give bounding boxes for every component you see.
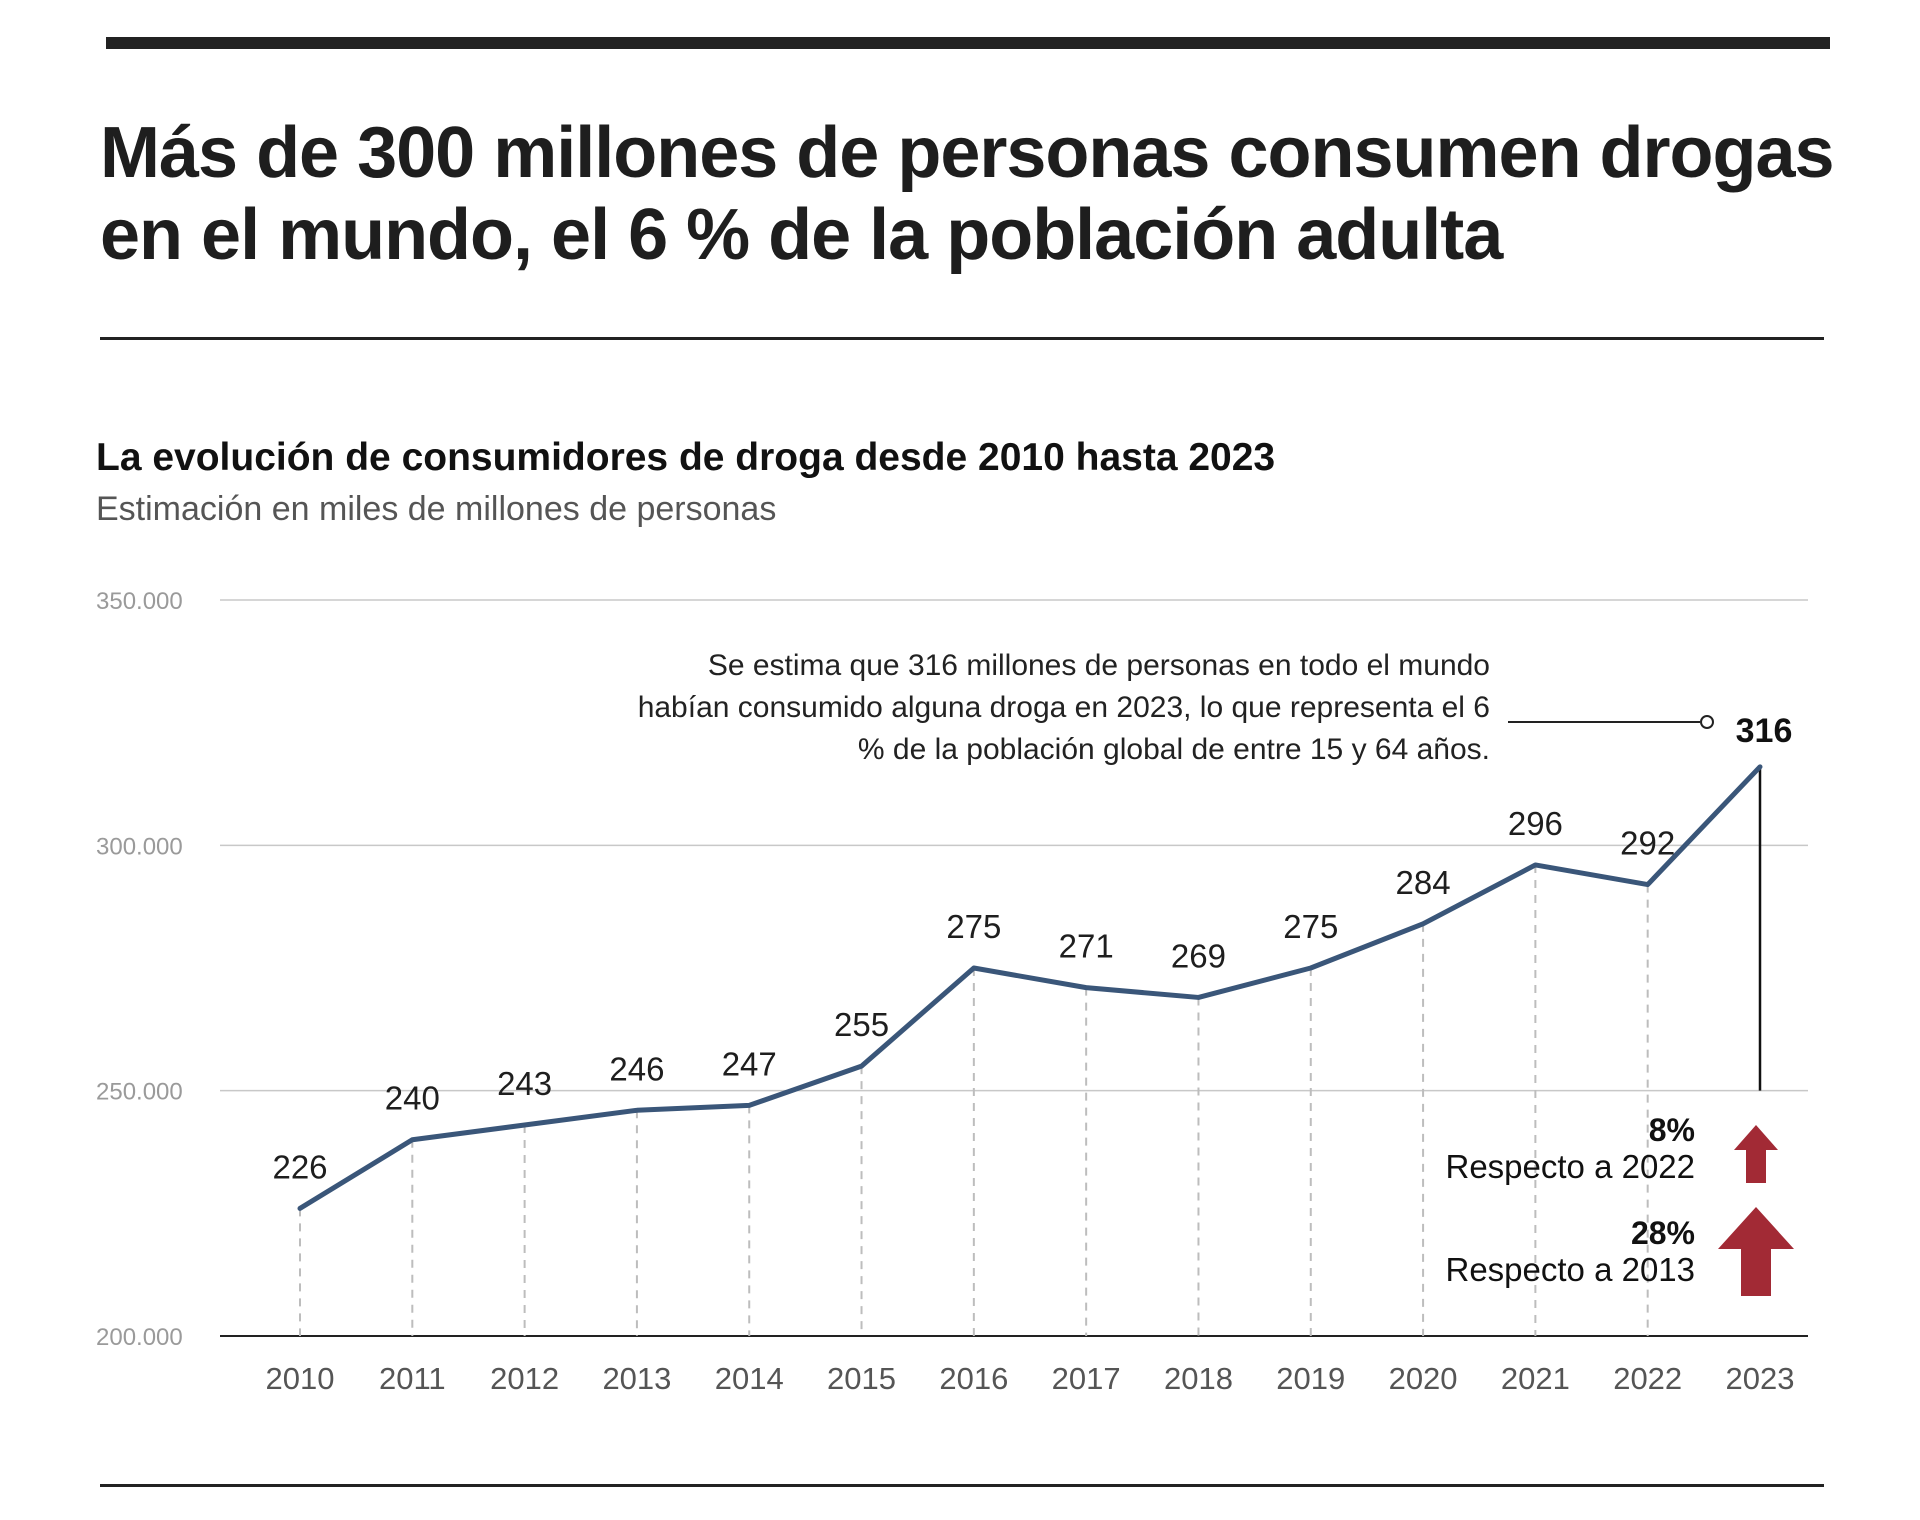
data-label: 240: [385, 1080, 440, 1117]
stat-pct: 28%: [1630, 1215, 1695, 1251]
data-label: 271: [1059, 928, 1114, 965]
x-tick-label: 2019: [1276, 1361, 1345, 1396]
x-tick-label: 2013: [602, 1361, 671, 1396]
x-tick-label: 2010: [266, 1361, 335, 1396]
x-tick-label: 2022: [1613, 1361, 1682, 1396]
stat-vs-2013: 28% Respecto a 2013: [1445, 1215, 1695, 1289]
x-tick-label: 2018: [1164, 1361, 1233, 1396]
gridlines: [220, 599, 1808, 1337]
x-tick-label: 2017: [1052, 1361, 1121, 1396]
x-tick-label: 2020: [1389, 1361, 1458, 1396]
x-tick-label: 2014: [715, 1361, 784, 1396]
chart-title: La evolución de consumidores de droga de…: [96, 436, 1276, 479]
data-label: 269: [1171, 937, 1226, 974]
callout-dot: [1700, 715, 1714, 729]
chart-subtitle: Estimación en miles de millones de perso…: [96, 490, 777, 528]
data-label: 247: [722, 1045, 777, 1082]
x-tick-label: 2011: [379, 1361, 446, 1396]
x-axis-ticks: 2010 2011 2012 2013 2014 2015 2016 2017 2018 2019…: [266, 1361, 1795, 1396]
y-tick-label: 300.000: [96, 833, 183, 860]
x-tick-label: 2021: [1501, 1361, 1570, 1396]
annotation-callout: [1508, 715, 1714, 729]
y-tick-label: 250.000: [96, 1079, 183, 1106]
y-tick-label: 200.000: [96, 1324, 183, 1351]
arrow-up-small-icon: [1734, 1125, 1778, 1183]
x-tick-label: 2012: [490, 1361, 559, 1396]
section-divider: [100, 337, 1824, 340]
x-tick-label: 2023: [1726, 1361, 1795, 1396]
series-line-group: [297, 764, 1763, 1211]
data-label: 284: [1396, 864, 1451, 901]
top-rule: [106, 37, 1830, 49]
stat-label: Respecto a 2013: [1445, 1251, 1695, 1288]
data-label: 275: [946, 908, 1001, 945]
stat-label: Respecto a 2022: [1445, 1148, 1695, 1185]
data-label: 246: [609, 1050, 664, 1087]
series-line: [297, 764, 1763, 1211]
data-label: 243: [497, 1065, 552, 1102]
stat-arrows: [1718, 1125, 1794, 1296]
x-tick-label: 2015: [827, 1361, 896, 1396]
y-tick-label: 350.000: [96, 588, 183, 615]
drop-lines: [299, 766, 1762, 1336]
data-label: 292: [1620, 825, 1675, 862]
x-tick-label: 2016: [939, 1361, 1008, 1396]
data-label: 296: [1508, 805, 1563, 842]
y-axis-ticks: 350.000 300.000 250.000 200.000: [96, 588, 183, 1351]
headline: Más de 300 millones de personas consumen…: [100, 113, 1835, 275]
arrow-up-large-icon: [1718, 1207, 1794, 1296]
data-label: 275: [1283, 908, 1338, 945]
stat-vs-2022: 8% Respecto a 2022: [1445, 1112, 1695, 1186]
highlight-data-label: 316: [1736, 712, 1793, 750]
data-labels: 226 240 243 246 247 255 275 271 269 275 284 296 292 3…: [272, 712, 1792, 1186]
bottom-rule: [100, 1484, 1824, 1487]
annotation-text: Se estima que 316 millones de personas e…: [637, 649, 1490, 766]
stat-pct: 8%: [1648, 1112, 1695, 1148]
data-label: 226: [272, 1148, 327, 1185]
data-label: 255: [834, 1006, 889, 1043]
